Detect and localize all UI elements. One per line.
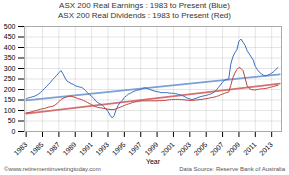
svg-text:1989: 1989 bbox=[62, 141, 78, 157]
svg-text:1983: 1983 bbox=[12, 141, 28, 157]
html-text:©www.retirementinvestingtoday.: ©www.retirementinvestingtoday.com bbox=[4, 166, 101, 172]
svg-text:Year: Year bbox=[146, 158, 161, 165]
svg-text:300: 300 bbox=[4, 65, 16, 72]
svg-text:1997: 1997 bbox=[127, 141, 143, 157]
svg-text:2011: 2011 bbox=[242, 141, 258, 157]
svg-text:2001: 2001 bbox=[160, 141, 176, 157]
svg-text:200: 200 bbox=[4, 86, 16, 93]
svg-text:2005: 2005 bbox=[193, 141, 209, 157]
svg-text:2003: 2003 bbox=[176, 141, 192, 157]
svg-text:1991: 1991 bbox=[78, 141, 94, 157]
svg-text:100: 100 bbox=[4, 107, 16, 114]
svg-text:250: 250 bbox=[4, 75, 16, 82]
svg-text:400: 400 bbox=[4, 44, 16, 51]
svg-text:0: 0 bbox=[12, 128, 16, 135]
svg-text:50: 50 bbox=[8, 117, 16, 124]
svg-text:150: 150 bbox=[4, 96, 16, 103]
svg-text:1987: 1987 bbox=[45, 141, 61, 157]
svg-text:1995: 1995 bbox=[111, 141, 127, 157]
svg-text:1985: 1985 bbox=[29, 141, 45, 157]
html-text:ASX 200 Real Earnings : 1983 t: ASX 200 Real Earnings : 1983 to Present … bbox=[58, 1, 231, 20]
svg-text:2013: 2013 bbox=[258, 141, 274, 157]
svg-text:1999: 1999 bbox=[143, 141, 159, 157]
svg-text:2007: 2007 bbox=[209, 141, 225, 157]
svg-text:1993: 1993 bbox=[94, 141, 110, 157]
html-text:Data Source: Reserve Bank of A: Data Source: Reserve Bank of Australia bbox=[179, 166, 285, 172]
svg-text:2009: 2009 bbox=[225, 141, 241, 157]
svg-text:450: 450 bbox=[4, 33, 16, 40]
svg-text:350: 350 bbox=[4, 54, 16, 61]
svg-text:500: 500 bbox=[4, 23, 16, 30]
